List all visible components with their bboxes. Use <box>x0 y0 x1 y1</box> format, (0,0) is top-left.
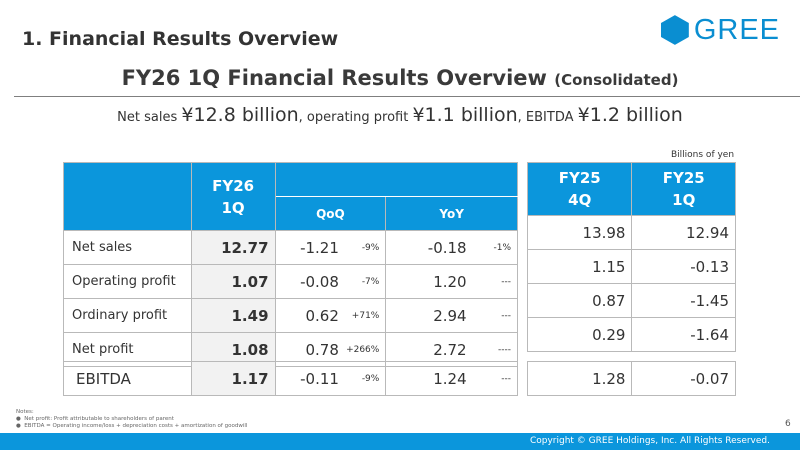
cell-yoy-pct: -1% <box>470 230 518 265</box>
cell-current: 1.07 <box>190 264 276 299</box>
table-head-row-1: FY26 1Q <box>63 162 519 231</box>
cell-fy25-1q: -1.64 <box>631 317 736 352</box>
notes: Notes: ● Net profit: Profit attributable… <box>16 409 247 430</box>
cell-current: 1.49 <box>190 298 276 333</box>
cell-yoy: -0.18 <box>385 230 471 265</box>
cell-fy25-1q: -0.07 <box>631 361 736 396</box>
table-row-ebitda: EBITDA 1.17 -0.11 -9% 1.24 --- <box>63 361 518 396</box>
summary-label-net-sales: Net sales <box>117 110 182 125</box>
cell-fy25-4q: 1.28 <box>526 361 633 396</box>
note-text: Net profit: Profit attributable to share… <box>24 416 174 422</box>
head-corner <box>63 162 192 231</box>
cell-yoy: 1.20 <box>385 264 471 299</box>
row-label: Net sales <box>63 230 192 265</box>
note-item: ● Net profit: Profit attributable to sha… <box>16 416 174 422</box>
ebitda-prior-table: 1.28 -0.07 <box>526 361 736 396</box>
summary-value-net-sales: ¥12.8 billion <box>181 104 299 126</box>
head-fy25-4q: FY25 4Q <box>526 162 633 216</box>
footer-bar <box>0 433 800 450</box>
table-row: Net sales 12.77 -1.21 -9% -0.18 -1% <box>63 230 518 265</box>
copyright: Copyright © GREE Holdings, Inc. All Righ… <box>529 436 770 446</box>
table-row: Operating profit 1.07 -0.08 -7% 1.20 --- <box>63 264 518 299</box>
head-change-group <box>274 162 519 197</box>
cell-yoy-pct: --- <box>470 298 518 333</box>
cell-qoq: -0.08 <box>274 264 343 299</box>
unit-note: Billions of yen <box>671 150 735 160</box>
head-fy25-1q-line2: 1Q <box>672 191 696 209</box>
head-fy26-line2: 1Q <box>221 198 245 217</box>
table-row: 0.29 -1.64 <box>526 317 736 352</box>
row-label: EBITDA <box>63 361 192 396</box>
cell-fy25-1q: -1.45 <box>631 283 736 318</box>
main-title-sub: (Consolidated) <box>554 71 679 89</box>
head-fy26-line1: FY26 <box>212 176 255 195</box>
cell-fy25-4q: 13.98 <box>526 215 633 250</box>
summary-value-op-profit: ¥1.1 billion <box>412 104 518 126</box>
table-row: Ordinary profit 1.49 0.62 +71% 2.94 --- <box>63 298 518 333</box>
cell-qoq-pct: -9% <box>342 361 387 396</box>
summary-label-op-profit: , operating profit <box>298 110 413 125</box>
cell-fy25-4q: 0.87 <box>526 283 633 318</box>
head-fy25-4q-line2: 4Q <box>568 191 592 209</box>
cell-yoy-pct: --- <box>470 264 518 299</box>
cell-fy25-4q: 0.29 <box>526 317 633 352</box>
cell-qoq-pct: +266% <box>342 332 387 367</box>
results-table: FY26 1Q QoQ YoY Net sales 12.77 -1.21 -9… <box>63 162 519 367</box>
head-qoq: QoQ <box>274 196 387 231</box>
cell-fy25-1q: 12.94 <box>631 215 736 250</box>
head-fy25-4q-line1: FY25 <box>558 169 601 187</box>
cell-current: 1.17 <box>190 361 276 396</box>
table-row-ebitda: 1.28 -0.07 <box>526 361 736 396</box>
table-row: 1.15 -0.13 <box>526 249 736 284</box>
main-title: FY26 1Q Financial Results Overview (Cons… <box>0 66 800 90</box>
row-label: Operating profit <box>63 264 192 299</box>
cell-yoy-pct: --- <box>470 361 518 396</box>
cell-current: 12.77 <box>190 230 276 265</box>
cell-fy25-1q: -0.13 <box>631 249 736 284</box>
cell-yoy: 2.94 <box>385 298 471 333</box>
title-divider <box>14 96 800 97</box>
section-title: 1. Financial Results Overview <box>22 28 339 50</box>
summary-line: Net sales ¥12.8 billion, operating profi… <box>0 104 800 126</box>
summary-value-ebitda: ¥1.2 billion <box>577 104 683 126</box>
head-yoy: YoY <box>385 196 518 231</box>
table-head-row-2: QoQ YoY <box>64 196 518 231</box>
gree-logo: GREE <box>660 14 780 46</box>
cell-qoq-pct: +71% <box>342 298 387 333</box>
cell-qoq: -1.21 <box>274 230 343 265</box>
hexagon-icon <box>660 15 689 45</box>
head-fy25-1q-line1: FY25 <box>662 169 705 187</box>
cell-fy25-4q: 1.15 <box>526 249 633 284</box>
prior-head-row: FY25 4Q FY25 1Q <box>526 162 736 216</box>
head-fy26-1q: FY26 1Q <box>190 162 276 231</box>
ebitda-table: EBITDA 1.17 -0.11 -9% 1.24 --- <box>63 361 518 396</box>
cell-qoq-pct: -9% <box>342 230 387 265</box>
logo-wordmark: GREE <box>693 14 780 46</box>
note-item: ● EBITDA = Operating income/loss + depre… <box>16 423 248 429</box>
page-number: 6 <box>785 419 791 429</box>
cell-qoq: 0.62 <box>274 298 343 333</box>
head-fy25-1q: FY25 1Q <box>631 162 736 216</box>
notes-title: Notes: <box>16 409 34 415</box>
cell-qoq-pct: -7% <box>342 264 387 299</box>
row-label: Ordinary profit <box>63 298 192 333</box>
table-row: 0.87 -1.45 <box>526 283 736 318</box>
summary-label-ebitda: , EBITDA <box>517 110 578 125</box>
prior-periods-table: FY25 4Q FY25 1Q 13.98 12.94 1.15 -0.13 0… <box>526 162 736 352</box>
cell-yoy: 1.24 <box>385 361 471 396</box>
cell-qoq: -0.11 <box>274 361 343 396</box>
note-text: EBITDA = Operating income/loss + depreci… <box>24 423 248 429</box>
main-title-text: FY26 1Q Financial Results Overview <box>121 66 547 90</box>
table-row: 13.98 12.94 <box>526 215 736 250</box>
